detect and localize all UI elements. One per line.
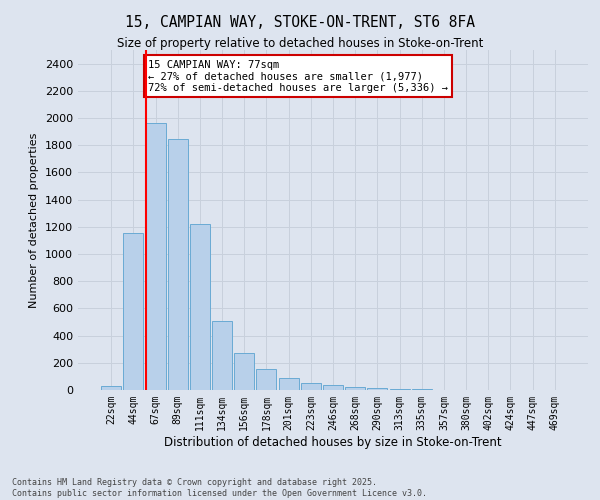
Bar: [124, 233, 143, 390]
Bar: [212, 320, 232, 390]
Bar: [146, 124, 166, 390]
Bar: [101, 386, 121, 390]
Bar: [278, 378, 299, 390]
Bar: [389, 388, 410, 390]
Bar: [367, 388, 388, 390]
Bar: [345, 386, 365, 390]
Bar: [190, 224, 210, 390]
Bar: [168, 139, 188, 390]
Bar: [301, 383, 321, 390]
Bar: [323, 384, 343, 390]
Y-axis label: Number of detached properties: Number of detached properties: [29, 132, 40, 308]
Bar: [256, 369, 277, 390]
Text: 15, CAMPIAN WAY, STOKE-ON-TRENT, ST6 8FA: 15, CAMPIAN WAY, STOKE-ON-TRENT, ST6 8FA: [125, 15, 475, 30]
Text: Contains HM Land Registry data © Crown copyright and database right 2025.
Contai: Contains HM Land Registry data © Crown c…: [12, 478, 427, 498]
Bar: [234, 354, 254, 390]
Text: Size of property relative to detached houses in Stoke-on-Trent: Size of property relative to detached ho…: [117, 38, 483, 51]
X-axis label: Distribution of detached houses by size in Stoke-on-Trent: Distribution of detached houses by size …: [164, 436, 502, 448]
Text: 15 CAMPIAN WAY: 77sqm
← 27% of detached houses are smaller (1,977)
72% of semi-d: 15 CAMPIAN WAY: 77sqm ← 27% of detached …: [148, 60, 448, 92]
